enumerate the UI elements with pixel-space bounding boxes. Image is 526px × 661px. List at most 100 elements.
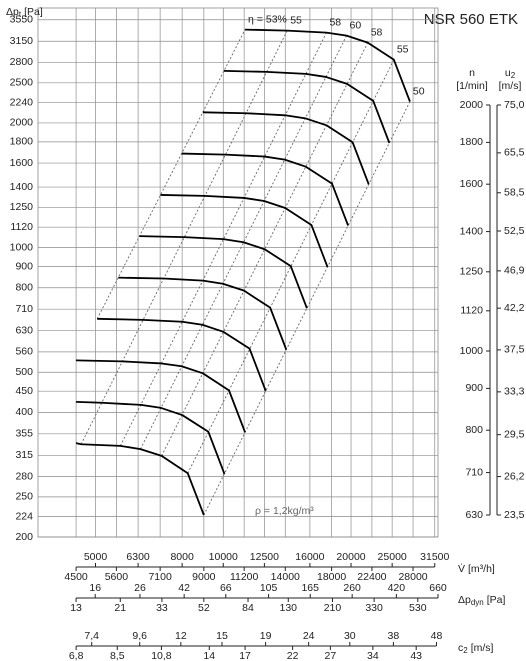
y-tick-label: 400 [15,406,33,418]
axis-label: c2 [m/s] [458,642,494,655]
tick-label: 210 [324,602,342,614]
tick-label: 42 [178,582,190,594]
tick-label: 26 [134,582,146,594]
fan-curve [181,152,349,226]
tick-label: 13 [70,602,82,614]
y-tick-label: 1000 [10,241,34,253]
axis-label-main: n [469,67,475,79]
tick-label: 22400 [357,571,386,583]
efficiency-label: 58 [329,16,341,28]
tick-label: 660 [429,582,447,594]
efficiency-label: 60 [350,19,362,31]
tick-label: 16 [89,582,101,594]
tick-label: 105 [260,582,278,594]
tick-label: 12500 [250,551,279,563]
fan-curve [202,111,370,185]
tick-label: 6,8 [69,650,84,661]
y-tick-label: 1120 [10,221,33,233]
y-tick-label: 3550 [10,14,34,26]
tick-label: 1400 [460,225,484,237]
efficiency-line [119,32,327,447]
tick-label: 16000 [295,551,324,563]
tick-label: 28000 [398,571,427,583]
y-tick-label: 1600 [10,157,34,169]
tick-label: 1250 [460,266,484,278]
tick-label: 900 [465,382,483,394]
tick-label: 130 [280,602,298,614]
y-tick-label: 1800 [10,136,34,148]
tick-label: 7,4 [84,630,99,642]
tick-label: 6300 [126,551,150,563]
y-tick-label: 1400 [10,181,34,193]
axis-label-main: Δp [6,6,19,18]
fan-curve [139,235,308,309]
axis-label: n [469,67,475,79]
tick-label: 710 [465,466,483,478]
y-tick-label: 200 [15,531,33,543]
tick-label: 20000 [336,551,365,563]
tick-label: 11200 [230,571,259,583]
axis-label: V̇ [m³/h] [458,562,495,575]
tick-label: 25000 [378,551,407,563]
efficiency-label: 58 [371,26,383,38]
axis-label-sub: 2 [511,71,516,80]
tick-label: 800 [465,424,483,436]
axis-label-unit: [m/s] [471,642,494,654]
efficiency-label: 55 [397,43,409,55]
tick-label: 31500 [420,551,449,563]
tick-label: 24 [303,630,315,642]
y-tick-label: 250 [15,491,33,503]
efficiency-label: 50 [413,85,425,97]
fan-curve [76,359,246,433]
y-tick-label: 1250 [10,201,34,213]
tick-label: 23,5 [504,509,525,521]
chart-title: NSR 560 ETK [424,11,518,28]
axis-label: u2 [505,67,516,80]
tick-label: 37,5 [504,344,525,356]
tick-label: 1120 [460,305,483,317]
efficiency-line [203,101,411,516]
tick-label: 65,5 [504,147,525,159]
tick-label: 52,5 [504,225,525,237]
tick-label: 42,2 [504,302,525,314]
efficiency-line [80,30,288,445]
axis-label-main: c [458,642,463,654]
tick-label: 22 [287,650,299,661]
tick-label: 38 [388,630,400,642]
y-tick-label: 800 [15,281,33,293]
tick-label: 27 [325,650,337,661]
y-tick-label: 2800 [10,56,34,68]
axis-label-unit: [Pa] [24,6,43,18]
tick-label: 165 [301,582,319,594]
axis-label-unit: [1/min] [456,80,488,92]
y-tick-label: 3150 [10,35,34,47]
axis-label: Δpt [Pa] [6,6,43,19]
tick-label: 4500 [64,571,88,583]
tick-label: 9000 [192,571,216,583]
y-tick-label: 630 [15,324,33,336]
tick-label: 5600 [105,571,129,583]
tick-label: 15 [216,630,228,642]
axis-label-main: u [505,67,511,79]
tick-label: 48 [431,630,443,642]
y-tick-label: 900 [15,260,33,272]
tick-label: 58,5 [504,187,525,199]
tick-label: 260 [343,582,361,594]
efficiency-line [161,42,369,457]
y-tick-label: 2500 [10,77,34,89]
tick-label: 75,0 [504,99,525,111]
efficiency-line [140,35,347,450]
tick-label: 33,3 [504,386,525,398]
tick-label: 8,5 [110,650,125,661]
fan-curve [245,28,411,102]
tick-label: 1000 [460,345,484,357]
tick-label: 9,6 [132,630,147,642]
tick-label: 1600 [460,178,484,190]
y-tick-label: 2000 [10,117,34,129]
axis-label-sub: dyn [471,598,484,607]
fan-curve [75,442,205,516]
tick-label: 26,2 [504,470,525,482]
density-label: ρ = 1,2kg/m³ [255,505,314,517]
y-tick-label: 2240 [10,96,34,108]
plot-frame [37,7,439,538]
